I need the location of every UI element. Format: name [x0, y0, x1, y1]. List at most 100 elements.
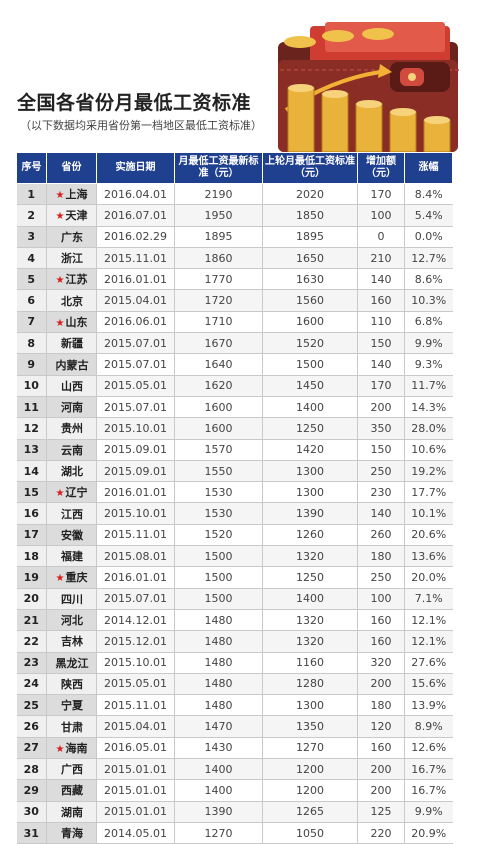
province-name: 青海	[61, 827, 83, 841]
province-cell: 内蒙古	[46, 353, 97, 376]
rate-cell: 6.8%	[404, 311, 453, 334]
table-row: 14 湖北 2015.09.01 1550 1300 250 19.2%	[16, 460, 453, 483]
increase-cell: 230	[357, 481, 405, 504]
prev-standard-cell: 1630	[262, 268, 358, 291]
table-row: 31 青海 2014.05.01 1270 1050 220 20.9%	[16, 822, 453, 844]
seq-cell: 4	[16, 247, 47, 270]
date-cell: 2015.11.01	[96, 694, 175, 717]
increase-cell: 160	[357, 289, 405, 312]
rate-cell: 0.0%	[404, 226, 453, 248]
province-name: 河南	[61, 401, 83, 415]
province-cell: 广东	[46, 226, 97, 248]
province-cell: 宁夏	[46, 694, 97, 717]
province-cell: ★山东	[46, 311, 97, 334]
new-standard-cell: 1600	[174, 396, 263, 419]
province-cell: ★上海	[46, 183, 97, 206]
province-name: 江西	[61, 507, 83, 521]
prev-standard-cell: 1520	[262, 332, 358, 355]
province-name: 广西	[61, 763, 83, 777]
new-standard-cell: 1710	[174, 311, 263, 334]
date-cell: 2016.04.01	[96, 183, 175, 206]
prev-standard-cell: 1390	[262, 502, 358, 525]
table-row: 27 ★海南 2016.05.01 1430 1270 160 12.6%	[16, 737, 453, 760]
prev-standard-cell: 1250	[262, 417, 358, 440]
seq-cell: 7	[16, 311, 47, 334]
date-cell: 2014.12.01	[96, 609, 175, 632]
header-seq: 序号	[16, 152, 47, 184]
province-cell: 河北	[46, 609, 97, 632]
date-cell: 2015.01.01	[96, 801, 175, 823]
new-standard-cell: 1470	[174, 715, 263, 738]
date-cell: 2015.05.01	[96, 673, 175, 696]
prev-standard-cell: 2020	[262, 183, 358, 206]
prev-standard-cell: 1260	[262, 524, 358, 547]
seq-cell: 17	[16, 524, 47, 547]
table-row: 28 广西 2015.01.01 1400 1200 200 16.7%	[16, 758, 453, 781]
seq-cell: 16	[16, 502, 47, 525]
date-cell: 2015.07.01	[96, 588, 175, 610]
province-cell: 吉林	[46, 630, 97, 653]
date-cell: 2015.10.01	[96, 417, 175, 440]
seq-cell: 20	[16, 588, 47, 610]
date-cell: 2016.05.01	[96, 737, 175, 760]
page-title: 全国各省份月最低工资标准	[17, 92, 252, 114]
rate-cell: 15.6%	[404, 673, 453, 696]
province-cell: 甘肃	[46, 715, 97, 738]
province-name: 重庆	[65, 571, 88, 585]
header-increase: 增加额（元）	[357, 152, 405, 184]
prev-standard-cell: 1280	[262, 673, 358, 696]
province-cell: 安徽	[46, 524, 97, 547]
new-standard-cell: 1950	[174, 204, 263, 227]
increase-cell: 200	[357, 396, 405, 419]
date-cell: 2015.08.01	[96, 545, 175, 568]
rate-cell: 8.4%	[404, 183, 453, 206]
table-body: 1 ★上海 2016.04.01 2190 2020 170 8.4% 2 ★天津 2016.07…	[16, 183, 453, 844]
province-name: 陕西	[61, 677, 83, 691]
province-name: 辽宁	[65, 486, 88, 500]
date-cell: 2015.04.01	[96, 289, 175, 312]
seq-cell: 19	[16, 566, 47, 589]
increase-cell: 140	[357, 502, 405, 525]
table-row: 26 甘肃 2015.04.01 1470 1350 120 8.9%	[16, 715, 453, 738]
date-cell: 2015.01.01	[96, 758, 175, 781]
date-cell: 2015.07.01	[96, 353, 175, 376]
seq-cell: 31	[16, 822, 47, 844]
rate-cell: 16.7%	[404, 779, 453, 802]
rate-cell: 13.9%	[404, 694, 453, 717]
province-name: 浙江	[61, 252, 83, 266]
date-cell: 2015.05.01	[96, 375, 175, 397]
new-standard-cell: 1390	[174, 801, 263, 823]
increase-cell: 140	[357, 353, 405, 376]
header-rate: 涨幅	[404, 152, 453, 184]
new-standard-cell: 2190	[174, 183, 263, 206]
increase-cell: 180	[357, 545, 405, 568]
rate-cell: 10.6%	[404, 439, 453, 461]
increase-cell: 100	[357, 588, 405, 610]
new-standard-cell: 1400	[174, 779, 263, 802]
new-standard-cell: 1770	[174, 268, 263, 291]
seq-cell: 24	[16, 673, 47, 696]
min-wage-table: 序号 省份 实施日期 月最低工资最新标准（元） 上轮月最低工资标准（元） 增加额…	[16, 152, 453, 844]
rate-cell: 16.7%	[404, 758, 453, 781]
rate-cell: 9.9%	[404, 332, 453, 355]
increase-cell: 160	[357, 737, 405, 760]
new-standard-cell: 1480	[174, 652, 263, 674]
province-cell: 四川	[46, 588, 97, 610]
rate-cell: 20.6%	[404, 524, 453, 547]
new-standard-cell: 1500	[174, 566, 263, 589]
province-cell: 河南	[46, 396, 97, 419]
prev-standard-cell: 1200	[262, 758, 358, 781]
table-row: 17 安徽 2015.11.01 1520 1260 260 20.6%	[16, 524, 453, 547]
prev-standard-cell: 1320	[262, 630, 358, 653]
prev-standard-cell: 1320	[262, 545, 358, 568]
province-name: 新疆	[61, 337, 83, 351]
prev-standard-cell: 1050	[262, 822, 358, 844]
increase-cell: 100	[357, 204, 405, 227]
date-cell: 2015.07.01	[96, 332, 175, 355]
seq-cell: 9	[16, 353, 47, 376]
rate-cell: 8.6%	[404, 268, 453, 291]
seq-cell: 15	[16, 481, 47, 504]
new-standard-cell: 1860	[174, 247, 263, 270]
date-cell: 2015.09.01	[96, 460, 175, 483]
increase-cell: 200	[357, 758, 405, 781]
